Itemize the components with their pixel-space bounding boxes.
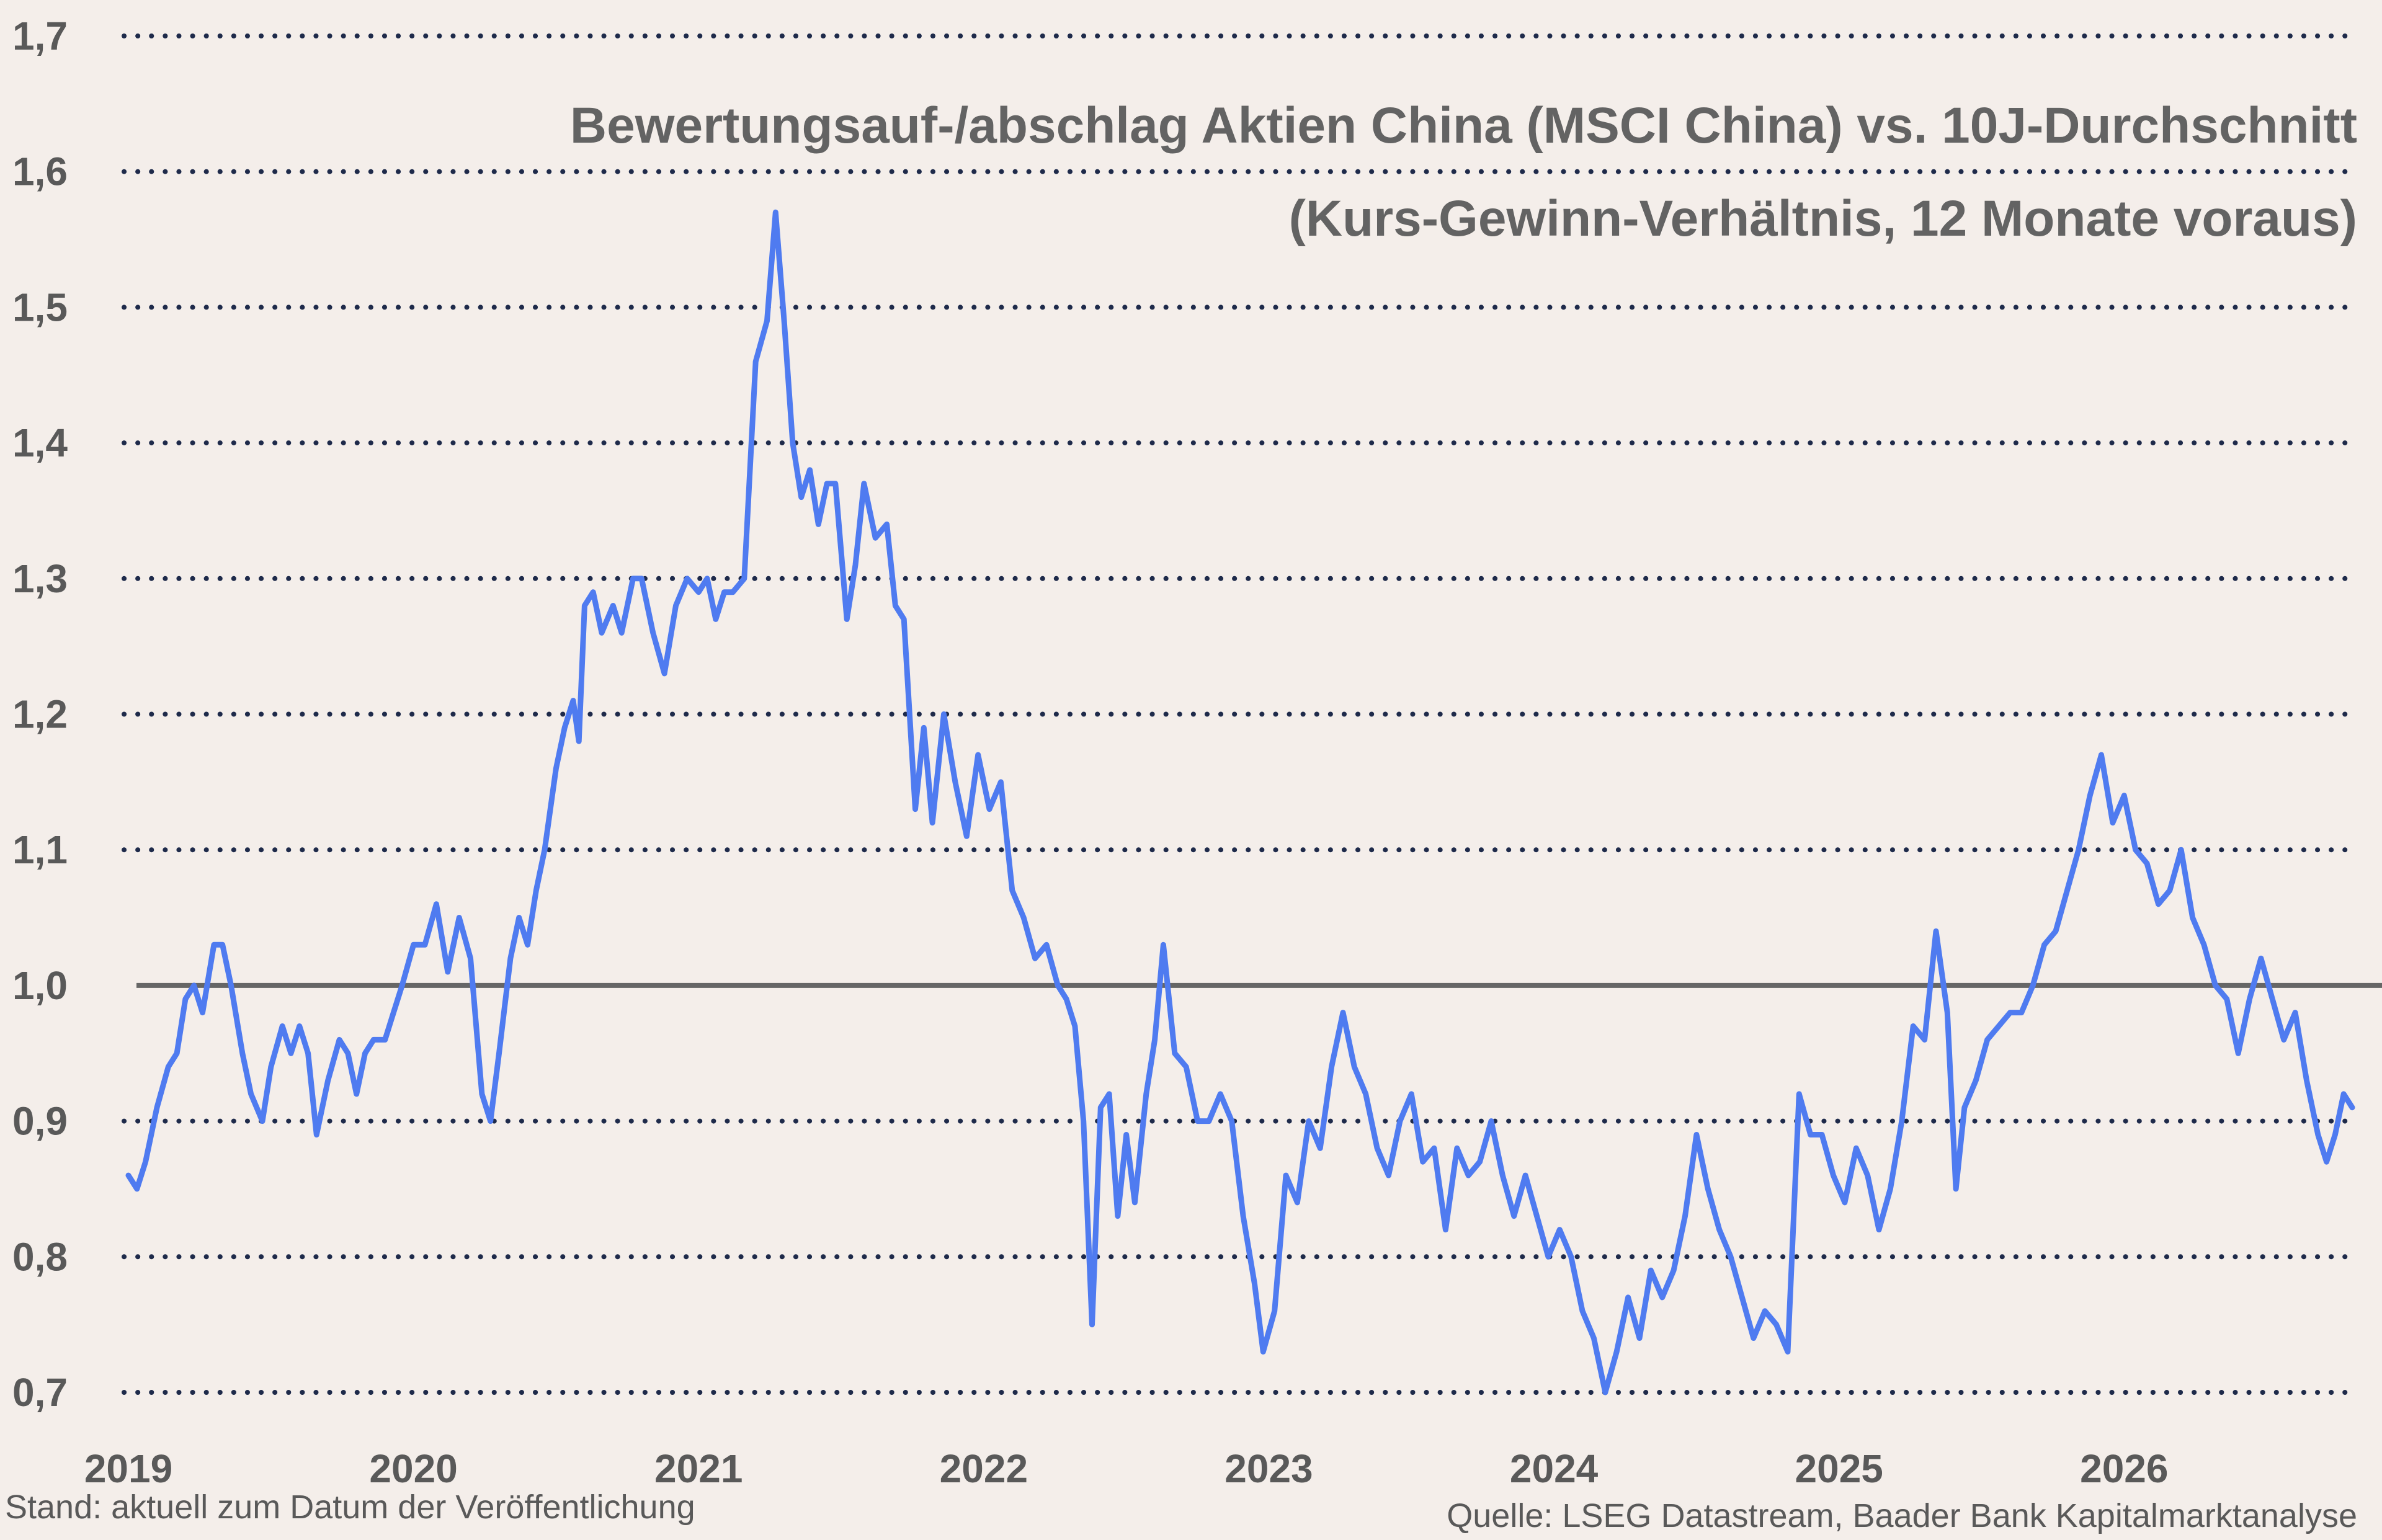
y-tick-label: 1,4	[12, 421, 68, 465]
x-tick-label: 2020	[369, 1446, 457, 1491]
x-tick-label: 2019	[84, 1446, 172, 1491]
y-tick-label: 1,2	[12, 692, 68, 737]
y-axis-ticks: 0,7 0,8 0,9 1,0 1,1 1,2 1,3 1,4 1,5 1,6 1,7	[12, 14, 68, 1415]
x-tick-label: 2023	[1224, 1446, 1313, 1491]
x-tick-label: 2021	[654, 1446, 743, 1491]
x-tick-label: 2022	[940, 1446, 1028, 1491]
series-line	[125, 209, 2355, 1395]
grid-lines	[122, 33, 2360, 1395]
y-tick-label: 1,5	[12, 285, 68, 329]
y-tick-label: 1,1	[12, 827, 68, 872]
y-tick-label: 0,7	[12, 1370, 68, 1415]
x-tick-label: 2025	[1795, 1446, 1883, 1491]
footer-right: Quelle: LSEG Datastream, Baader Bank Kap…	[1447, 1497, 2357, 1534]
y-tick-label: 0,9	[12, 1099, 68, 1144]
x-tick-label: 2026	[2080, 1446, 2168, 1491]
x-axis-ticks: 2019 2020 2021 2022 2023 2024 2025 2026	[84, 1446, 2169, 1491]
footer-left: Stand: aktuell zum Datum der Veröffentli…	[5, 1489, 695, 1526]
chart-title: Bewertungsauf-/abschlag Aktien China (MS…	[570, 97, 2357, 154]
y-tick-label: 1,7	[12, 14, 68, 58]
chart-subtitle: (Kurs-Gewinn-Verhältnis, 12 Monate vorau…	[1289, 190, 2357, 247]
y-tick-label: 1,3	[12, 556, 68, 601]
y-tick-label: 1,6	[12, 149, 68, 194]
y-tick-label: 0,8	[12, 1234, 68, 1279]
y-tick-label: 1,0	[12, 963, 68, 1008]
x-tick-label: 2024	[1510, 1446, 1599, 1491]
